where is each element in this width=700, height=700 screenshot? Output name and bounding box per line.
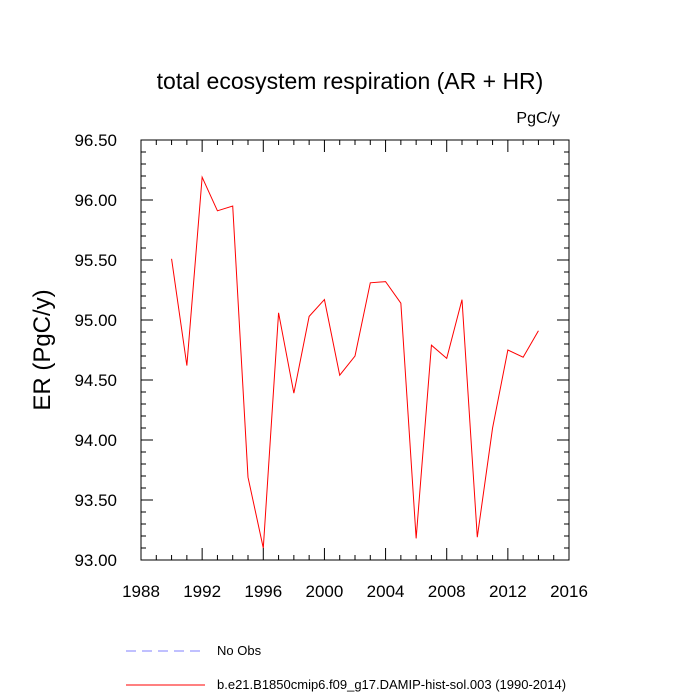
y-tick-label: 94.50 — [74, 371, 117, 390]
y-tick-label: 95.50 — [74, 251, 117, 270]
legend: No Obs b.e21.B1850cmip6.f09_g17.DAMIP-his… — [126, 643, 566, 692]
series-layer — [171, 175, 539, 549]
series-line — [171, 175, 539, 549]
x-tick-label: 1988 — [122, 582, 160, 601]
x-tick-label: 2004 — [367, 582, 405, 601]
chart-title: total ecosystem respiration (AR + HR) — [157, 68, 544, 94]
legend-label: No Obs — [217, 643, 262, 658]
y-tick-label: 94.00 — [74, 431, 117, 450]
legend-label: b.e21.B1850cmip6.f09_g17.DAMIP-hist-sol.… — [217, 677, 566, 692]
x-tick-label: 2008 — [428, 582, 466, 601]
x-tick-label: 1992 — [183, 582, 221, 601]
y-tick-label: 93.50 — [74, 491, 117, 510]
x-axis: 1988 1992 1996 2000 2004 2008 2012 2016 — [122, 140, 588, 601]
x-tick-label: 2000 — [306, 582, 344, 601]
y-tick-label: 95.00 — [74, 311, 117, 330]
x-tick-label: 1996 — [244, 582, 282, 601]
x-tick-label: 2012 — [489, 582, 527, 601]
y-axis-label: ER (PgC/y) — [29, 289, 56, 410]
y-axis: 93.00 93.50 94.00 94.50 95.00 95.50 96.00 96.50 — [74, 131, 569, 570]
y-tick-label: 96.00 — [74, 191, 117, 210]
units-label: PgC/y — [516, 110, 560, 127]
x-tick-label: 2016 — [550, 582, 588, 601]
y-tick-label: 93.00 — [74, 551, 117, 570]
y-tick-label: 96.50 — [74, 131, 117, 150]
plot-frame — [140, 139, 570, 561]
